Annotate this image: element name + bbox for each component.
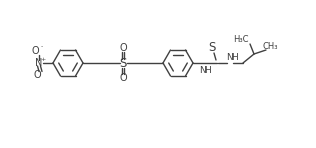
Text: O: O — [31, 46, 39, 56]
Text: S: S — [208, 41, 216, 53]
Text: S: S — [119, 57, 127, 70]
Text: N: N — [226, 53, 232, 62]
Text: +: + — [40, 57, 45, 62]
Text: H: H — [231, 53, 237, 62]
Text: CH₃: CH₃ — [262, 41, 278, 50]
Text: O: O — [33, 70, 41, 80]
Text: H₃C: H₃C — [233, 34, 249, 44]
Text: -: - — [41, 45, 43, 49]
Text: N: N — [199, 66, 205, 74]
Text: N: N — [35, 58, 43, 68]
Text: H: H — [204, 66, 210, 74]
Text: O: O — [119, 73, 127, 83]
Text: O: O — [119, 43, 127, 53]
